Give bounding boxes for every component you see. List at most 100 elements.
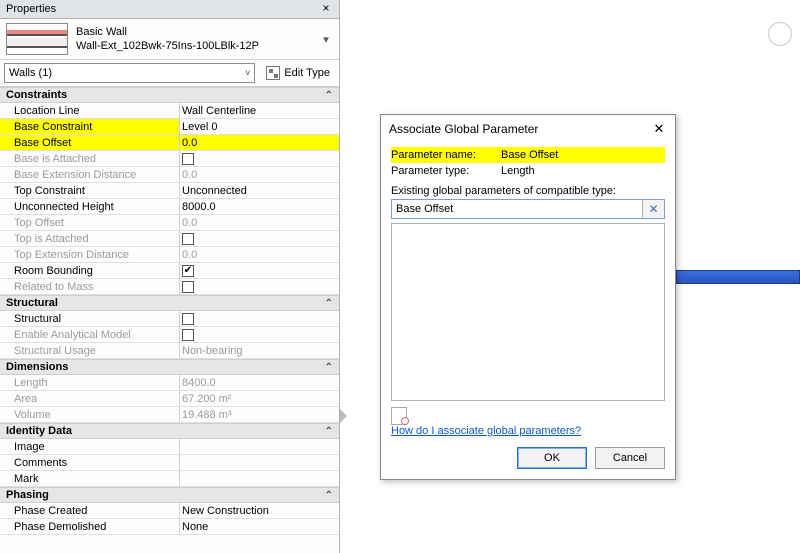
property-name: Mark xyxy=(0,471,180,486)
dialog-close-icon[interactable]: ✕ xyxy=(651,121,667,137)
property-row[interactable]: Mark xyxy=(0,471,339,487)
property-value[interactable] xyxy=(180,439,339,454)
property-value[interactable]: New Construction xyxy=(180,503,339,518)
dialog-buttons: OK Cancel xyxy=(391,437,665,471)
property-name: Base Offset xyxy=(0,135,180,150)
property-name: Base Constraint xyxy=(0,119,180,134)
dock-notch-icon xyxy=(339,408,351,424)
group-name: Phasing xyxy=(6,489,49,501)
new-param-input-wrap: ✕ xyxy=(391,199,665,219)
property-row[interactable]: Base is Attached xyxy=(0,151,339,167)
property-value: 0.0 xyxy=(180,247,339,262)
group-header[interactable]: Dimensions ⌃ xyxy=(0,359,339,375)
checkbox xyxy=(182,233,194,245)
property-row[interactable]: Top Offset0.0 xyxy=(0,215,339,231)
help-link[interactable]: How do I associate global parameters? xyxy=(391,423,581,437)
property-name: Unconnected Height xyxy=(0,199,180,214)
property-name: Structural Usage xyxy=(0,343,180,358)
property-row[interactable]: Top ConstraintUnconnected xyxy=(0,183,339,199)
property-value[interactable]: None xyxy=(180,519,339,534)
property-row[interactable]: Comments xyxy=(0,455,339,471)
properties-panel: Properties × Basic Wall Wall-Ext_102Bwk-… xyxy=(0,0,340,553)
category-label: Walls (1) xyxy=(9,67,52,79)
property-row[interactable]: Base Extension Distance0.0 xyxy=(0,167,339,183)
group-header[interactable]: Phasing ⌃ xyxy=(0,487,339,503)
type-selector[interactable]: Basic Wall Wall-Ext_102Bwk-75Ins-100LBlk… xyxy=(0,19,339,60)
property-row[interactable]: Related to Mass xyxy=(0,279,339,295)
property-row[interactable]: Top Extension Distance0.0 xyxy=(0,247,339,263)
property-row[interactable]: Location LineWall Centerline xyxy=(0,103,339,119)
properties-grid: Constraints⌃Location LineWall Centerline… xyxy=(0,87,339,553)
checkbox xyxy=(182,281,194,293)
clear-input-icon[interactable]: ✕ xyxy=(642,200,664,218)
type-thumbnail-icon xyxy=(6,23,68,55)
property-row[interactable]: Phase CreatedNew Construction xyxy=(0,503,339,519)
property-row[interactable]: Enable Analytical Model xyxy=(0,327,339,343)
category-row: Walls (1) ˅ Edit Type xyxy=(0,60,339,87)
param-type-value: Length xyxy=(501,165,665,177)
collapse-icon: ⌃ xyxy=(325,490,333,501)
dialog-titlebar[interactable]: Associate Global Parameter ✕ xyxy=(381,115,675,143)
checkbox[interactable]: ✔ xyxy=(182,265,194,277)
group-name: Dimensions xyxy=(6,361,68,373)
property-row[interactable]: Structural UsageNon-bearing xyxy=(0,343,339,359)
property-name: Base is Attached xyxy=(0,151,180,166)
property-value[interactable] xyxy=(180,471,339,486)
property-row[interactable]: Base ConstraintLevel 0 xyxy=(0,119,339,135)
property-value[interactable]: Unconnected xyxy=(180,183,339,198)
ok-button[interactable]: OK xyxy=(517,447,587,469)
property-value[interactable]: 8000.0 xyxy=(180,199,339,214)
property-name: Top Offset xyxy=(0,215,180,230)
existing-params-list[interactable] xyxy=(391,223,665,401)
property-value[interactable]: Wall Centerline xyxy=(180,103,339,118)
group-name: Structural xyxy=(6,297,58,309)
new-param-input[interactable] xyxy=(392,200,642,218)
property-name: Length xyxy=(0,375,180,390)
property-row[interactable]: Length8400.0 xyxy=(0,375,339,391)
property-name: Image xyxy=(0,439,180,454)
group-header[interactable]: Structural⌃ xyxy=(0,295,339,311)
property-name: Location Line xyxy=(0,103,180,118)
property-row[interactable]: Room Bounding✔ xyxy=(0,263,339,279)
property-value[interactable]: Level 0 xyxy=(180,119,339,134)
properties-titlebar: Properties × xyxy=(0,0,339,19)
property-value[interactable] xyxy=(180,455,339,470)
property-row[interactable]: Area67.200 m² xyxy=(0,391,339,407)
param-type-row: Parameter type: Length xyxy=(391,163,665,179)
collapse-icon: ⌃ xyxy=(325,362,333,373)
new-param-icon[interactable] xyxy=(391,407,407,425)
property-value: 0.0 xyxy=(180,215,339,230)
property-value xyxy=(180,151,339,166)
property-row[interactable]: Structural xyxy=(0,311,339,327)
property-row[interactable]: Phase DemolishedNone xyxy=(0,519,339,535)
property-row[interactable]: Top is Attached xyxy=(0,231,339,247)
group-header[interactable]: Constraints⌃ xyxy=(0,87,339,103)
edit-type-button[interactable]: Edit Type xyxy=(261,63,335,83)
property-row[interactable]: Base Offset0.0 xyxy=(0,135,339,151)
property-name: Phase Created xyxy=(0,503,180,518)
property-value: 0.0 xyxy=(180,167,339,182)
type-dropdown-icon[interactable]: ▾ xyxy=(319,33,333,46)
property-name: Related to Mass xyxy=(0,279,180,294)
checkbox[interactable] xyxy=(182,313,194,325)
checkbox xyxy=(182,153,194,165)
property-value: 8400.0 xyxy=(180,375,339,390)
param-name-label: Parameter name: xyxy=(391,149,501,161)
property-row[interactable]: Image xyxy=(0,439,339,455)
category-selector[interactable]: Walls (1) ˅ xyxy=(4,63,255,83)
property-name: Enable Analytical Model xyxy=(0,327,180,342)
associate-global-parameter-dialog: Associate Global Parameter ✕ Parameter n… xyxy=(380,114,676,480)
property-value xyxy=(180,279,339,294)
properties-close-icon[interactable]: × xyxy=(319,2,333,16)
property-row[interactable]: Volume19.488 m³ xyxy=(0,407,339,423)
property-row[interactable]: Unconnected Height8000.0 xyxy=(0,199,339,215)
property-value[interactable]: 0.0 xyxy=(180,135,339,150)
property-name: Volume xyxy=(0,407,180,422)
cancel-button[interactable]: Cancel xyxy=(595,447,665,469)
group-header[interactable]: Identity Data⌃ xyxy=(0,423,339,439)
property-value[interactable] xyxy=(180,311,339,326)
edit-type-label: Edit Type xyxy=(284,67,330,79)
collapse-icon: ⌃ xyxy=(325,426,333,437)
edit-type-icon xyxy=(266,66,280,80)
property-value[interactable]: ✔ xyxy=(180,263,339,278)
